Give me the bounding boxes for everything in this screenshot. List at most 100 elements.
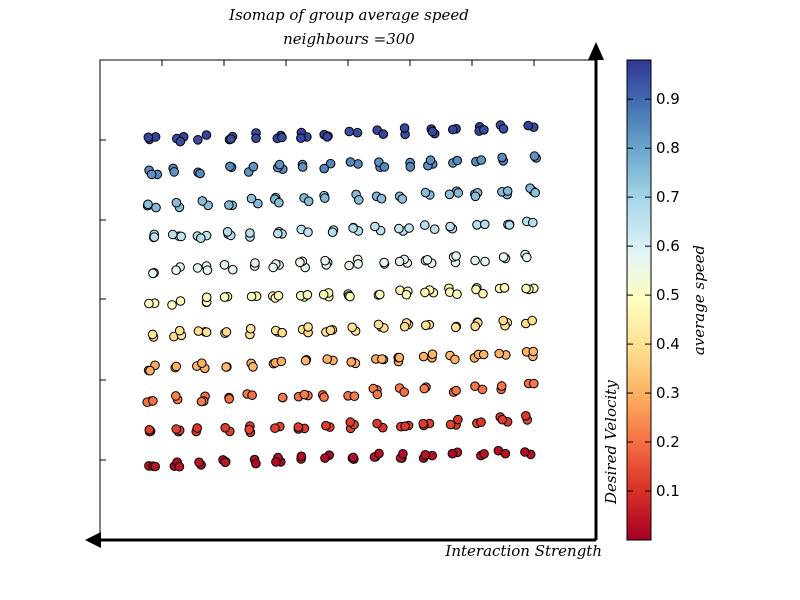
data-point [322,132,333,142]
data-point [399,321,410,332]
data-point [394,223,404,234]
data-point [171,361,182,372]
data-point [320,193,330,203]
data-point [499,283,510,293]
data-point [201,130,212,140]
data-point [453,188,464,198]
y-axis-label: Desired Velocity [602,380,620,505]
data-point [444,189,455,200]
data-point [143,199,153,210]
data-point [348,452,359,463]
data-point [219,292,230,302]
data-point [494,348,505,359]
data-point [297,162,308,172]
data-point [220,423,230,433]
data-point [320,255,330,266]
data-point [319,392,329,403]
data-point [246,193,257,204]
data-point [303,227,313,237]
chart-title: Isomap of group average speed [228,6,469,24]
data-point [196,396,207,407]
data-point [498,124,509,134]
data-point [420,450,431,460]
data-point [345,157,356,167]
chart-subtitle: neighbours =300 [283,30,415,48]
data-point [277,327,288,338]
data-point [379,257,389,268]
data-point [201,292,212,303]
data-point [248,161,259,172]
data-point [273,290,284,301]
data-point [325,325,336,336]
data-point [300,355,311,366]
data-point [528,346,539,357]
data-point [397,194,408,204]
data-point [346,357,357,367]
data-point [375,289,385,300]
data-point [394,256,405,267]
data-point [277,132,287,143]
data-point [352,127,363,138]
data-point [354,195,364,205]
data-point [452,289,462,300]
data-point [270,423,280,434]
data-point [224,394,234,404]
data-point [394,352,405,363]
data-point [295,257,305,268]
data-point [151,202,161,213]
data-point [405,162,416,172]
data-point [470,191,481,202]
data-point [477,384,488,395]
data-point [478,349,489,360]
data-point [353,259,363,269]
data-point [296,133,306,143]
data-point [273,228,283,239]
data-point [419,383,430,394]
data-point [225,161,235,172]
data-point [194,457,204,468]
data-point [219,260,230,270]
data-point [374,448,384,459]
data-point [276,356,287,367]
data-point [320,453,330,463]
data-point [521,411,531,421]
data-point [247,390,257,401]
data-point [498,252,509,262]
data-point [174,325,185,336]
x-axis-label: Interaction Strength [444,542,602,560]
data-point [196,233,206,243]
data-point [299,389,310,400]
data-point [521,283,531,294]
data-point [523,120,534,131]
data-point [427,126,438,137]
data-point [451,251,461,261]
data-point [175,296,186,306]
data-point [479,449,489,459]
data-point [345,417,356,427]
data-point [303,322,313,332]
data-point [325,158,336,169]
data-point [201,327,212,338]
y-axis-arrowhead [588,42,604,60]
data-point [451,385,461,396]
data-point [478,288,488,299]
data-point [246,291,257,302]
data-point [193,135,203,145]
data-point [496,381,507,391]
data-point [169,167,179,177]
data-point [171,265,181,276]
data-point [398,449,408,459]
data-point [193,326,204,336]
data-point [195,168,205,179]
data-point [520,447,530,457]
colorbar-tick-label: 0.7 [656,188,680,206]
data-point [175,136,186,147]
data-point [476,417,486,428]
data-point [372,418,382,429]
data-point [376,193,387,204]
data-point [453,414,463,425]
data-point [349,391,360,402]
colorbar-tick-label: 0.8 [656,139,680,157]
data-point [348,223,358,233]
